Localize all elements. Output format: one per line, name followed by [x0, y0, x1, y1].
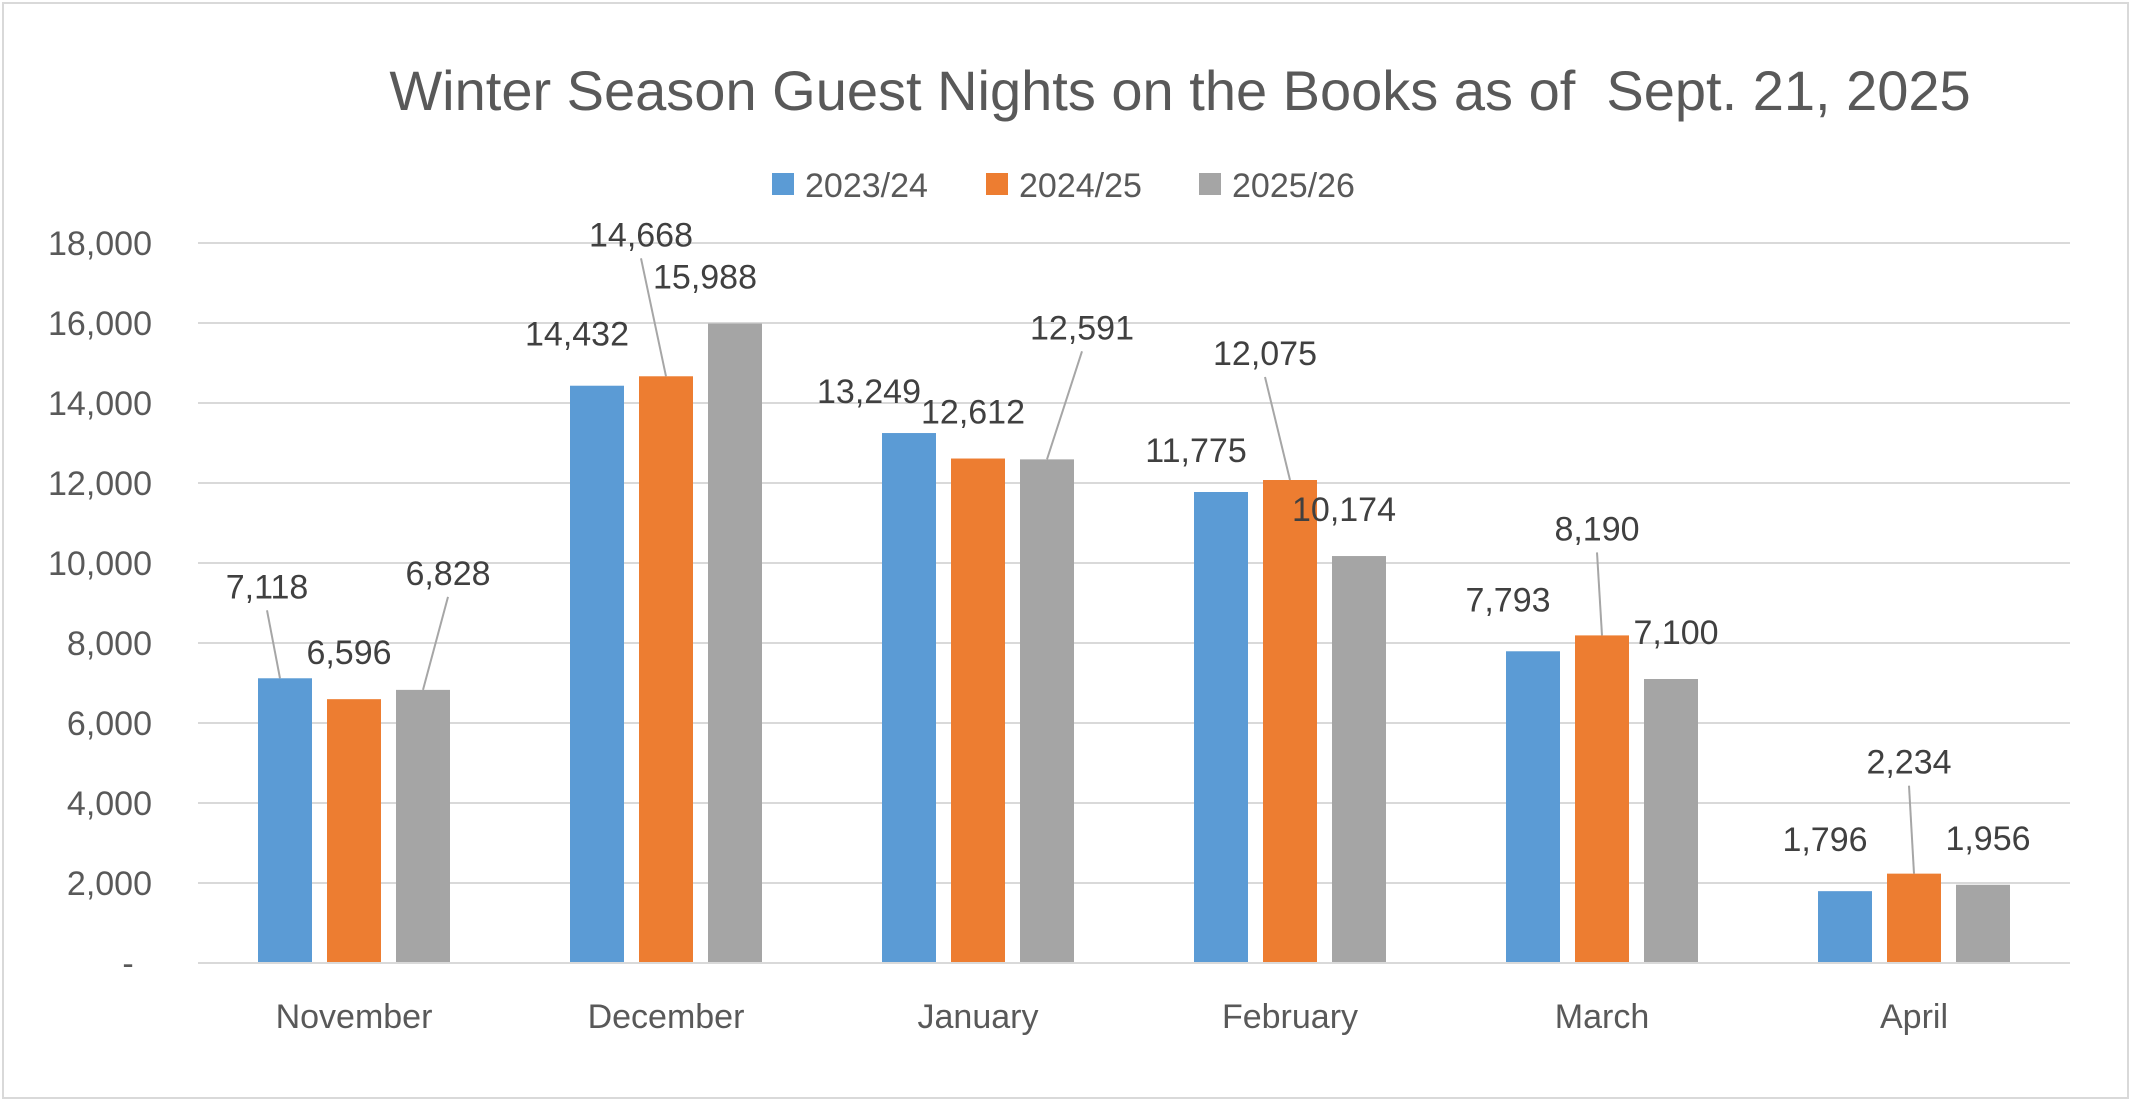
data-label: 10,174	[1292, 491, 1396, 529]
bar-2025-26-january	[1020, 459, 1074, 963]
bar-2024-25-march	[1575, 635, 1629, 963]
x-axis: November December January February March Apri…	[198, 962, 2070, 1036]
y-tick-label: 10,000	[48, 545, 152, 583]
data-label: 11,775	[1145, 432, 1246, 470]
x-tick-label: March	[1555, 998, 1649, 1036]
y-tick-label: 2,000	[67, 865, 152, 903]
data-label: 1,796	[1782, 821, 1867, 859]
bar-2025-26-february	[1332, 556, 1386, 963]
leader-line	[266, 610, 281, 679]
x-tick-label: December	[588, 998, 745, 1036]
data-label: 6,596	[306, 634, 391, 672]
data-label: 12,612	[921, 394, 1025, 432]
bar-2025-26-november	[396, 689, 450, 963]
bar-2024-25-january	[951, 458, 1005, 963]
legend-swatch	[772, 173, 794, 195]
data-label: 8,190	[1554, 510, 1639, 548]
bars	[258, 323, 2010, 964]
leader-line	[1264, 376, 1291, 481]
data-label: 7,118	[226, 568, 309, 606]
legend: 2023/24 2024/25 2025/26	[772, 167, 1355, 205]
data-label: 2,234	[1866, 744, 1951, 782]
bar-2025-26-april	[1956, 884, 2010, 963]
y-tick-label: -	[122, 945, 133, 983]
bar-2023-24-april	[1818, 891, 1872, 963]
bar-2023-24-january	[882, 433, 936, 963]
data-label: 7,100	[1633, 614, 1718, 652]
leader-line	[422, 596, 449, 691]
leader-line	[1046, 351, 1083, 460]
legend-label: 2024/25	[1019, 167, 1142, 205]
legend-label: 2023/24	[805, 167, 928, 205]
bar-2025-26-december	[708, 323, 762, 964]
y-axis: - 2,000 4,000 6,000 8,000 10,000 12,000 14,000 1…	[48, 225, 152, 983]
bar-2024-25-february	[1263, 480, 1317, 963]
y-tick-label: 12,000	[48, 465, 152, 503]
data-label: 15,988	[653, 258, 757, 296]
leader-line	[640, 258, 667, 377]
bar-2023-24-december	[570, 385, 624, 964]
bar-2024-25-april	[1887, 873, 1941, 963]
bar-2024-25-december	[639, 376, 693, 963]
data-label: 12,075	[1213, 335, 1317, 373]
data-labels: 7,118 14,432 13,249 11,775 7,793 1,796 6,596 14…	[226, 216, 2031, 859]
bar-2025-26-march	[1644, 679, 1698, 963]
y-tick-label: 14,000	[48, 385, 152, 423]
legend-label: 2025/26	[1232, 167, 1355, 205]
legend-swatch	[986, 173, 1008, 195]
bar-2023-24-march	[1506, 651, 1560, 963]
leader-lines	[266, 258, 1915, 874]
chart-title: Winter Season Guest Nights on the Books …	[389, 59, 1970, 122]
bar-2023-24-february	[1194, 492, 1248, 963]
y-tick-label: 8,000	[67, 625, 152, 663]
data-label: 1,956	[1945, 820, 2030, 858]
data-label: 12,591	[1030, 309, 1134, 347]
data-label: 13,249	[817, 373, 921, 411]
leader-line	[1596, 552, 1603, 636]
leader-line	[1908, 785, 1915, 874]
y-tick-label: 4,000	[67, 785, 152, 823]
bar-2024-25-november	[327, 699, 381, 963]
y-tick-label: 16,000	[48, 305, 152, 343]
bar-2023-24-november	[258, 678, 312, 963]
data-label: 14,668	[589, 216, 693, 254]
data-label: 6,828	[405, 555, 490, 593]
x-tick-label: November	[276, 998, 433, 1036]
data-label: 7,793	[1465, 581, 1550, 619]
y-tick-label: 6,000	[67, 705, 152, 743]
data-label: 14,432	[525, 316, 629, 354]
x-tick-label: February	[1222, 998, 1358, 1036]
legend-swatch	[1199, 173, 1221, 195]
x-tick-label: January	[918, 998, 1039, 1036]
x-tick-label: April	[1880, 998, 1948, 1036]
y-tick-label: 18,000	[48, 225, 152, 263]
